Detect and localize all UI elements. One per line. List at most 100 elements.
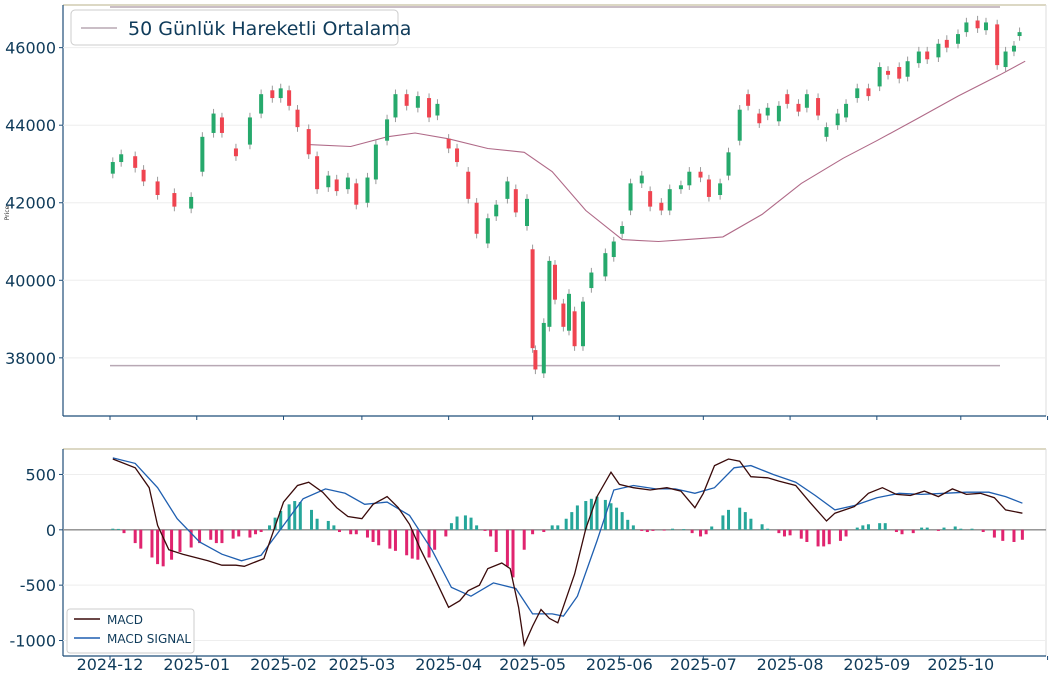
x-tick-label: 2025-10 <box>927 655 994 674</box>
histogram-bar-positive <box>615 507 619 530</box>
histogram-bar-positive <box>556 525 560 530</box>
histogram-bar-negative <box>662 529 666 531</box>
histogram-bar-negative <box>777 529 781 534</box>
histogram-bar-negative <box>214 529 218 544</box>
candle-up <box>393 94 398 118</box>
histogram-bar-negative <box>198 529 202 544</box>
candle-down <box>270 90 275 99</box>
x-tick-label: 2025-06 <box>586 655 653 674</box>
histogram-bar-positive <box>298 502 302 530</box>
candle-down <box>233 148 238 157</box>
candle-down <box>427 98 432 118</box>
candle-up <box>211 113 216 133</box>
histogram-bar-negative <box>178 529 182 552</box>
histogram-bar-negative <box>936 529 940 531</box>
histogram-bar-positive <box>671 528 675 530</box>
candle-up <box>119 154 124 163</box>
candle-down <box>698 171 703 178</box>
candle-down <box>995 24 1000 66</box>
histogram-bar-negative <box>844 529 848 537</box>
candle-up <box>566 293 571 331</box>
histogram-bar-negative <box>220 529 224 544</box>
histogram-bar-positive <box>953 526 957 530</box>
histogram-bar-negative <box>911 529 915 534</box>
histogram-bar-negative <box>170 529 174 560</box>
x-tick-label: 2025-02 <box>250 655 317 674</box>
candle-up <box>110 162 115 174</box>
histogram-bar-negative <box>838 529 842 541</box>
histogram-bar-positive <box>749 518 753 530</box>
histogram-bar-positive <box>866 524 870 530</box>
histogram-bar-negative <box>254 529 258 535</box>
candle-up <box>936 43 941 58</box>
legend-ma-label: 50 Günlük Hareketli Ortalama <box>128 18 411 40</box>
histogram-bar-positive <box>609 503 613 530</box>
histogram-bar-negative <box>788 529 792 536</box>
histogram-bar-negative <box>483 529 487 531</box>
candle-up <box>628 183 633 211</box>
histogram-bar-positive <box>682 529 686 531</box>
candle-down <box>446 138 451 149</box>
histogram-bar-negative <box>377 529 381 546</box>
legend-box <box>70 9 399 46</box>
candle-up <box>580 301 585 347</box>
histogram-bar-positive <box>116 528 120 530</box>
price-tick-label: 42000 <box>5 194 56 213</box>
candle-up <box>494 204 499 217</box>
candle-down <box>552 264 557 300</box>
histogram-bar-negative <box>799 529 803 539</box>
macd-tick-label: -500 <box>20 576 56 595</box>
histogram-bar-positive <box>727 509 731 530</box>
candle-up <box>611 241 616 258</box>
candle-down <box>133 156 138 168</box>
x-tick-label: 2025-09 <box>843 655 910 674</box>
candle-down <box>886 70 891 75</box>
histogram-bar-negative <box>690 529 694 534</box>
histogram-bar-negative <box>1012 529 1016 542</box>
histogram-bar-positive <box>738 507 742 530</box>
histogram-bar-positive <box>310 509 314 530</box>
candle-up <box>824 127 829 137</box>
histogram-bar-positive <box>855 527 859 530</box>
candle-up <box>983 22 988 31</box>
x-tick-label: 2025-05 <box>499 655 566 674</box>
histogram-bar-negative <box>133 529 137 544</box>
macd-tick-label: 500 <box>25 465 56 484</box>
candle-up <box>687 171 692 186</box>
histogram-bar-positive <box>626 519 630 530</box>
candle-down <box>866 88 871 97</box>
candle-up <box>345 177 350 190</box>
price-panel: 38000 40000 42000 44000 46000 <box>5 4 1047 417</box>
candle-down <box>295 109 300 128</box>
candle-down <box>404 94 409 106</box>
histogram-bar-positive <box>463 515 467 530</box>
histogram-bar-negative <box>371 529 375 542</box>
macd-tick-label: 0 <box>46 521 56 540</box>
candle-up <box>726 152 731 176</box>
candle-up <box>737 109 742 141</box>
histogram-bar-negative <box>894 529 898 533</box>
histogram-bar-negative <box>805 529 809 542</box>
moving-average-line <box>308 60 1026 243</box>
histogram-bar-negative <box>259 529 263 533</box>
histogram-bar-negative <box>365 529 369 538</box>
candle-down <box>287 90 292 106</box>
x-tick-label: 2025-03 <box>328 655 395 674</box>
candle-down <box>648 191 653 207</box>
histogram-bar-positive <box>861 525 865 530</box>
histogram-bar-negative <box>161 529 165 567</box>
candle-up <box>639 175 644 184</box>
histogram-bar-positive <box>620 512 624 530</box>
candle-down <box>561 303 566 327</box>
histogram-bar-positive <box>293 501 297 530</box>
histogram-bar-positive <box>584 501 588 530</box>
candle-up <box>373 144 378 180</box>
candle-up <box>547 260 552 327</box>
candle-up <box>589 272 594 289</box>
x-tick-label: 2025-01 <box>163 655 230 674</box>
candle-down <box>513 189 518 213</box>
candle-down <box>530 249 535 349</box>
histogram-bar-positive <box>268 525 272 530</box>
histogram-bar-negative <box>699 529 703 537</box>
